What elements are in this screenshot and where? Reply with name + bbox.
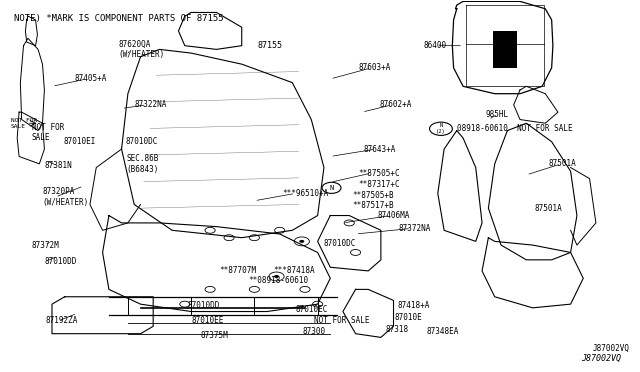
Text: 87010DD: 87010DD: [44, 257, 77, 266]
Text: NOTE) *MARK IS COMPONENT PARTS OF 87155: NOTE) *MARK IS COMPONENT PARTS OF 87155: [14, 14, 223, 23]
Text: 87381N: 87381N: [44, 161, 72, 170]
Text: N
(2): N (2): [436, 124, 446, 134]
Text: 87620QA
(W/HEATER): 87620QA (W/HEATER): [118, 40, 164, 59]
Text: 87010EC: 87010EC: [296, 305, 328, 314]
Text: SEC.86B
(B6843): SEC.86B (B6843): [127, 154, 159, 174]
Text: 87010E: 87010E: [395, 312, 422, 321]
Text: 87010DC: 87010DC: [324, 239, 356, 248]
Text: **87505+C: **87505+C: [359, 169, 401, 177]
Text: 87372NA: 87372NA: [399, 224, 431, 233]
Text: 87318: 87318: [386, 326, 409, 334]
Text: 87602+A: 87602+A: [380, 100, 412, 109]
Text: 87322NA: 87322NA: [134, 100, 166, 109]
Text: 87501A: 87501A: [534, 203, 563, 213]
Text: 08918-60610  NOT FOR SALE: 08918-60610 NOT FOR SALE: [457, 124, 572, 133]
Text: 87192ZA: 87192ZA: [45, 316, 78, 325]
Text: NOT FOR
SALE: NOT FOR SALE: [32, 123, 64, 142]
Text: 86400: 86400: [424, 41, 447, 50]
Text: 87375M: 87375M: [200, 331, 228, 340]
Circle shape: [274, 275, 279, 278]
Text: **87707M: **87707M: [220, 266, 257, 275]
Text: **08918-60610: **08918-60610: [248, 276, 308, 285]
Text: 87320PA
(W/HEATER): 87320PA (W/HEATER): [42, 187, 89, 207]
Text: 87010EE: 87010EE: [191, 316, 223, 325]
Text: J87002VQ: J87002VQ: [593, 344, 630, 353]
Text: **87505+B: **87505+B: [353, 191, 394, 200]
Text: **87517+B: **87517+B: [353, 201, 394, 210]
Text: 87372M: 87372M: [32, 241, 60, 250]
Text: NOT FOR
SALE: NOT FOR SALE: [11, 118, 37, 129]
Text: 87643+A: 87643+A: [363, 145, 396, 154]
FancyBboxPatch shape: [493, 31, 518, 68]
Text: 87405+A: 87405+A: [74, 74, 106, 83]
Text: 87348EA: 87348EA: [426, 327, 459, 336]
Text: ***96510+A: ***96510+A: [283, 189, 329, 198]
Text: **87317+C: **87317+C: [359, 180, 401, 189]
Text: 985HL: 985HL: [485, 109, 508, 119]
Circle shape: [300, 240, 305, 243]
Text: 87418+A: 87418+A: [397, 301, 429, 311]
Text: NOT FOR SALE: NOT FOR SALE: [314, 316, 369, 325]
Text: 87603+A: 87603+A: [359, 63, 391, 72]
Text: 87010DC: 87010DC: [126, 137, 158, 146]
Text: N: N: [330, 185, 333, 191]
Text: ***87418A: ***87418A: [273, 266, 315, 275]
Text: 87155: 87155: [257, 41, 282, 50]
Text: 87300: 87300: [303, 327, 326, 336]
Text: 87010DD: 87010DD: [188, 301, 220, 311]
Text: 87406MA: 87406MA: [378, 211, 410, 220]
Text: 87010EI: 87010EI: [63, 137, 96, 146]
Text: J87002VQ: J87002VQ: [581, 354, 621, 363]
Text: 87501A: 87501A: [548, 159, 576, 169]
